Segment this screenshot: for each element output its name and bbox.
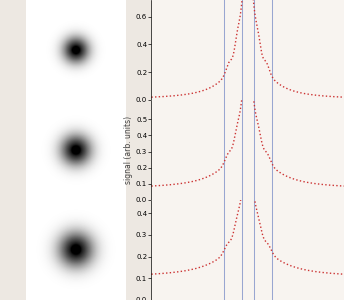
Y-axis label: signal (arb. units): signal (arb. units) [124, 116, 133, 184]
